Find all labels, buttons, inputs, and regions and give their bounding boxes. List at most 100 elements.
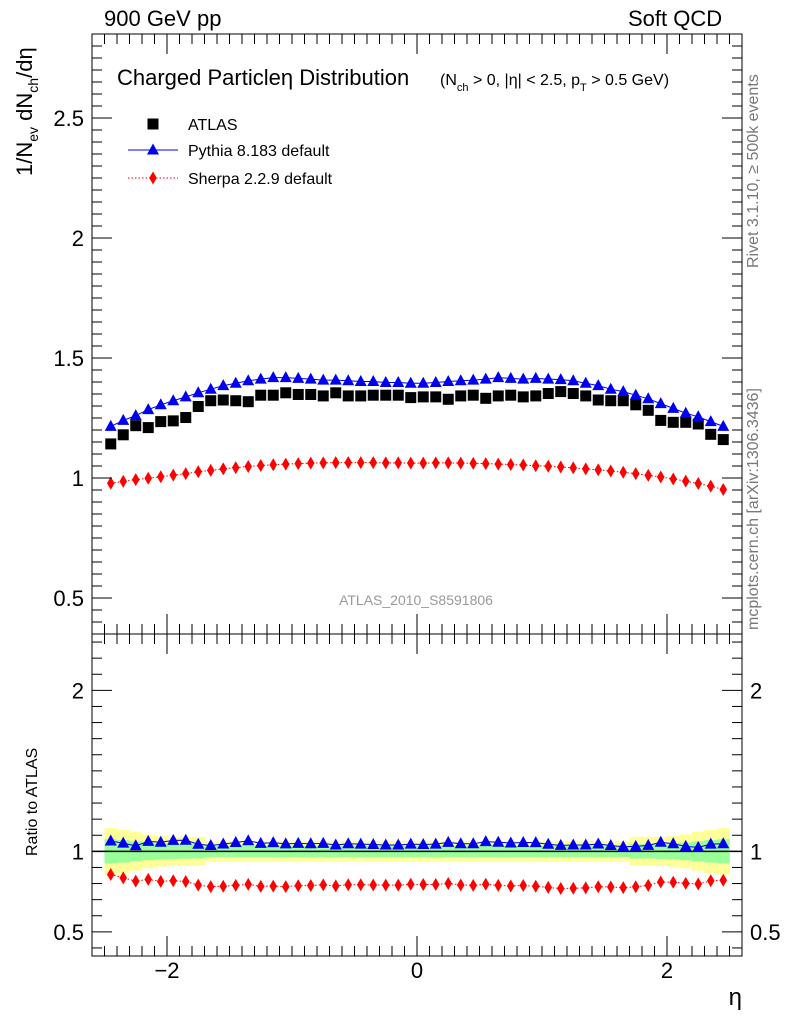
data-point-diamond: [669, 472, 678, 486]
data-point-triangle: [529, 371, 542, 383]
ratio-point-diamond: [169, 874, 178, 888]
data-point-triangle: [292, 371, 305, 383]
ratio-point-diamond: [531, 879, 540, 893]
data-point-triangle: [204, 382, 217, 394]
ratio-point-triangle: [242, 834, 255, 846]
data-point-square: [392, 389, 404, 401]
data-point-diamond: [119, 474, 128, 488]
data-point-square: [605, 395, 617, 407]
ratio-point-triangle: [567, 838, 580, 850]
data-point-square: [492, 390, 504, 402]
ratio-point-diamond: [469, 878, 478, 892]
data-point-square: [717, 434, 729, 446]
ratio-point-triangle: [142, 834, 155, 846]
x-tick-label: 2: [661, 958, 673, 983]
data-point-triangle: [229, 376, 242, 388]
data-point-diamond: [406, 456, 415, 470]
data-point-triangle: [392, 375, 405, 387]
data-point-triangle: [217, 379, 230, 391]
axes: [91, 33, 743, 957]
legend-label: Sherpa 2.2.9 default: [188, 171, 333, 188]
chart-subtitle: (Nch > 0, |η| < 2.5, pT > 0.5 GeV): [440, 72, 669, 94]
data-point-triangle: [354, 375, 367, 387]
data-point-square: [442, 393, 454, 405]
data-point-diamond: [306, 456, 315, 470]
data-point-diamond: [169, 468, 178, 482]
ratio-point-diamond: [144, 872, 153, 886]
data-point-triangle: [604, 382, 617, 394]
ratio-point-triangle: [329, 838, 342, 850]
ratio-point-diamond: [431, 877, 440, 891]
data-point-triangle: [379, 375, 392, 387]
data-point-triangle: [617, 385, 630, 397]
data-point-square: [330, 387, 342, 399]
data-point-triangle: [667, 401, 680, 413]
data-point-triangle: [342, 374, 355, 386]
data-point-diamond: [456, 456, 465, 470]
ratio-point-diamond: [594, 880, 603, 894]
data-point-triangle: [329, 373, 342, 385]
ratio-point-diamond: [581, 881, 590, 895]
data-point-square: [180, 412, 192, 424]
ratio-point-diamond: [506, 879, 515, 893]
ratio-point-diamond: [156, 874, 165, 888]
ratio-point-diamond: [331, 879, 340, 893]
ratio-point-triangle: [667, 837, 680, 849]
data-point-square: [130, 420, 142, 432]
ratio-point-diamond: [356, 878, 365, 892]
y-tick-label: 0.5: [53, 586, 84, 611]
ratio-point-diamond: [256, 879, 265, 893]
ratio-point-triangle: [354, 837, 367, 849]
ratio-point-triangle: [292, 836, 305, 848]
ratio-point-triangle: [542, 837, 555, 849]
ratio-axis-label: Ratio to ATLAS: [24, 748, 41, 856]
data-point-square: [267, 389, 279, 401]
data-point-diamond: [644, 468, 653, 482]
ratio-uncertainty-bands: [92, 828, 742, 875]
ratio-point-triangle: [254, 836, 267, 848]
ratio-point-triangle: [504, 836, 517, 848]
ratio-point-diamond: [681, 876, 690, 890]
data-point-square: [192, 400, 204, 412]
data-point-triangle: [442, 375, 455, 387]
data-point-square: [455, 390, 467, 402]
data-point-triangle: [642, 392, 655, 404]
ratio-point-triangle: [717, 837, 730, 849]
data-point-square: [155, 416, 167, 428]
data-point-square: [705, 428, 717, 440]
data-point-square: [292, 388, 304, 400]
ratio-point-triangle: [492, 835, 505, 847]
data-point-square: [305, 388, 317, 400]
data-point-square: [517, 391, 529, 403]
data-point-square: [355, 390, 367, 402]
data-point-diamond: [469, 456, 478, 470]
data-point-triangle: [192, 386, 205, 398]
header-right: Soft QCD: [628, 6, 723, 31]
ratio-point-triangle: [692, 840, 705, 852]
ratio-point-triangle: [617, 840, 630, 852]
data-point-square: [205, 395, 217, 407]
legend-label: ATLAS: [188, 117, 238, 134]
data-point-triangle: [717, 419, 730, 431]
data-point-square: [580, 390, 592, 402]
data-point-diamond: [581, 462, 590, 476]
data-point-diamond: [319, 456, 328, 470]
header-left: 900 GeV pp: [104, 6, 222, 31]
data-point-triangle: [304, 372, 317, 384]
data-point-diamond: [544, 459, 553, 473]
ratio-point-diamond: [319, 878, 328, 892]
data-point-square: [555, 386, 567, 398]
ratio-point-diamond: [106, 867, 115, 881]
ratio-point-diamond: [344, 878, 353, 892]
data-point-triangle: [454, 374, 467, 386]
data-point-triangle: [592, 379, 605, 391]
data-point-triangle: [279, 371, 292, 383]
data-point-diamond: [344, 456, 353, 470]
ratio-point-triangle: [592, 837, 605, 849]
ratio-point-diamond: [281, 880, 290, 894]
ratio-point-triangle: [229, 835, 242, 847]
data-point-square: [642, 404, 654, 416]
data-point-diamond: [131, 473, 140, 487]
data-point-triangle: [179, 390, 192, 402]
